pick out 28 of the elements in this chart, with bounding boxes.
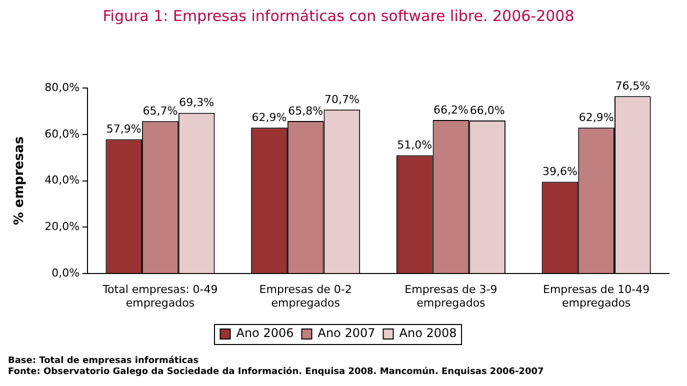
text: Base: Total de empresas informáticas — [8, 355, 199, 366]
data-label: 39,6% — [542, 165, 578, 178]
data-label: 69,3% — [179, 96, 214, 110]
legend-label: Ano 2007 — [318, 326, 376, 340]
legend-label: Ano 2008 — [399, 326, 457, 340]
data-label: 65,7% — [142, 104, 178, 118]
y-tick-label: 60,0% — [44, 127, 80, 140]
data-label: 62,9% — [252, 111, 287, 124]
x-tick-label: Empresas de 3-9 empregados — [404, 283, 498, 310]
x-tick-label: Empresas de 10-49 empregados — [543, 283, 650, 310]
data-label: 66,2% — [433, 103, 468, 116]
data-label: 66,0% — [470, 104, 505, 117]
data-label: 51,0% — [397, 138, 432, 152]
data-label: 70,7% — [324, 92, 360, 106]
data-label: 76,5% — [615, 79, 650, 92]
y-tick-label: 0,0% — [52, 266, 80, 280]
y-tick-label: 80,0% — [44, 80, 80, 94]
y-axis-title: % empresas — [12, 136, 28, 226]
source-note: Fonte: Observatorio Galego da Sociedade da Información. Enquisa 2008. Mancomún. Enquisas 2006-2007 — [8, 366, 544, 377]
y-tick-label: 40,0% — [44, 174, 80, 187]
data-label: 62,9% — [578, 111, 614, 124]
data-label: 57,9% — [106, 122, 142, 136]
chart-title: Figura 1: Empresas informáticas con software libre. 2006-2008 — [102, 6, 574, 25]
x-tick-label: Empresas de 0-2 empregados — [259, 283, 352, 310]
legend-label: Ano 2006 — [236, 326, 294, 340]
x-tick-label: Total empresas: 0-49 empregados — [102, 283, 218, 310]
y-tick-label: 20,0% — [44, 220, 80, 234]
data-label: 65,8% — [288, 104, 324, 118]
